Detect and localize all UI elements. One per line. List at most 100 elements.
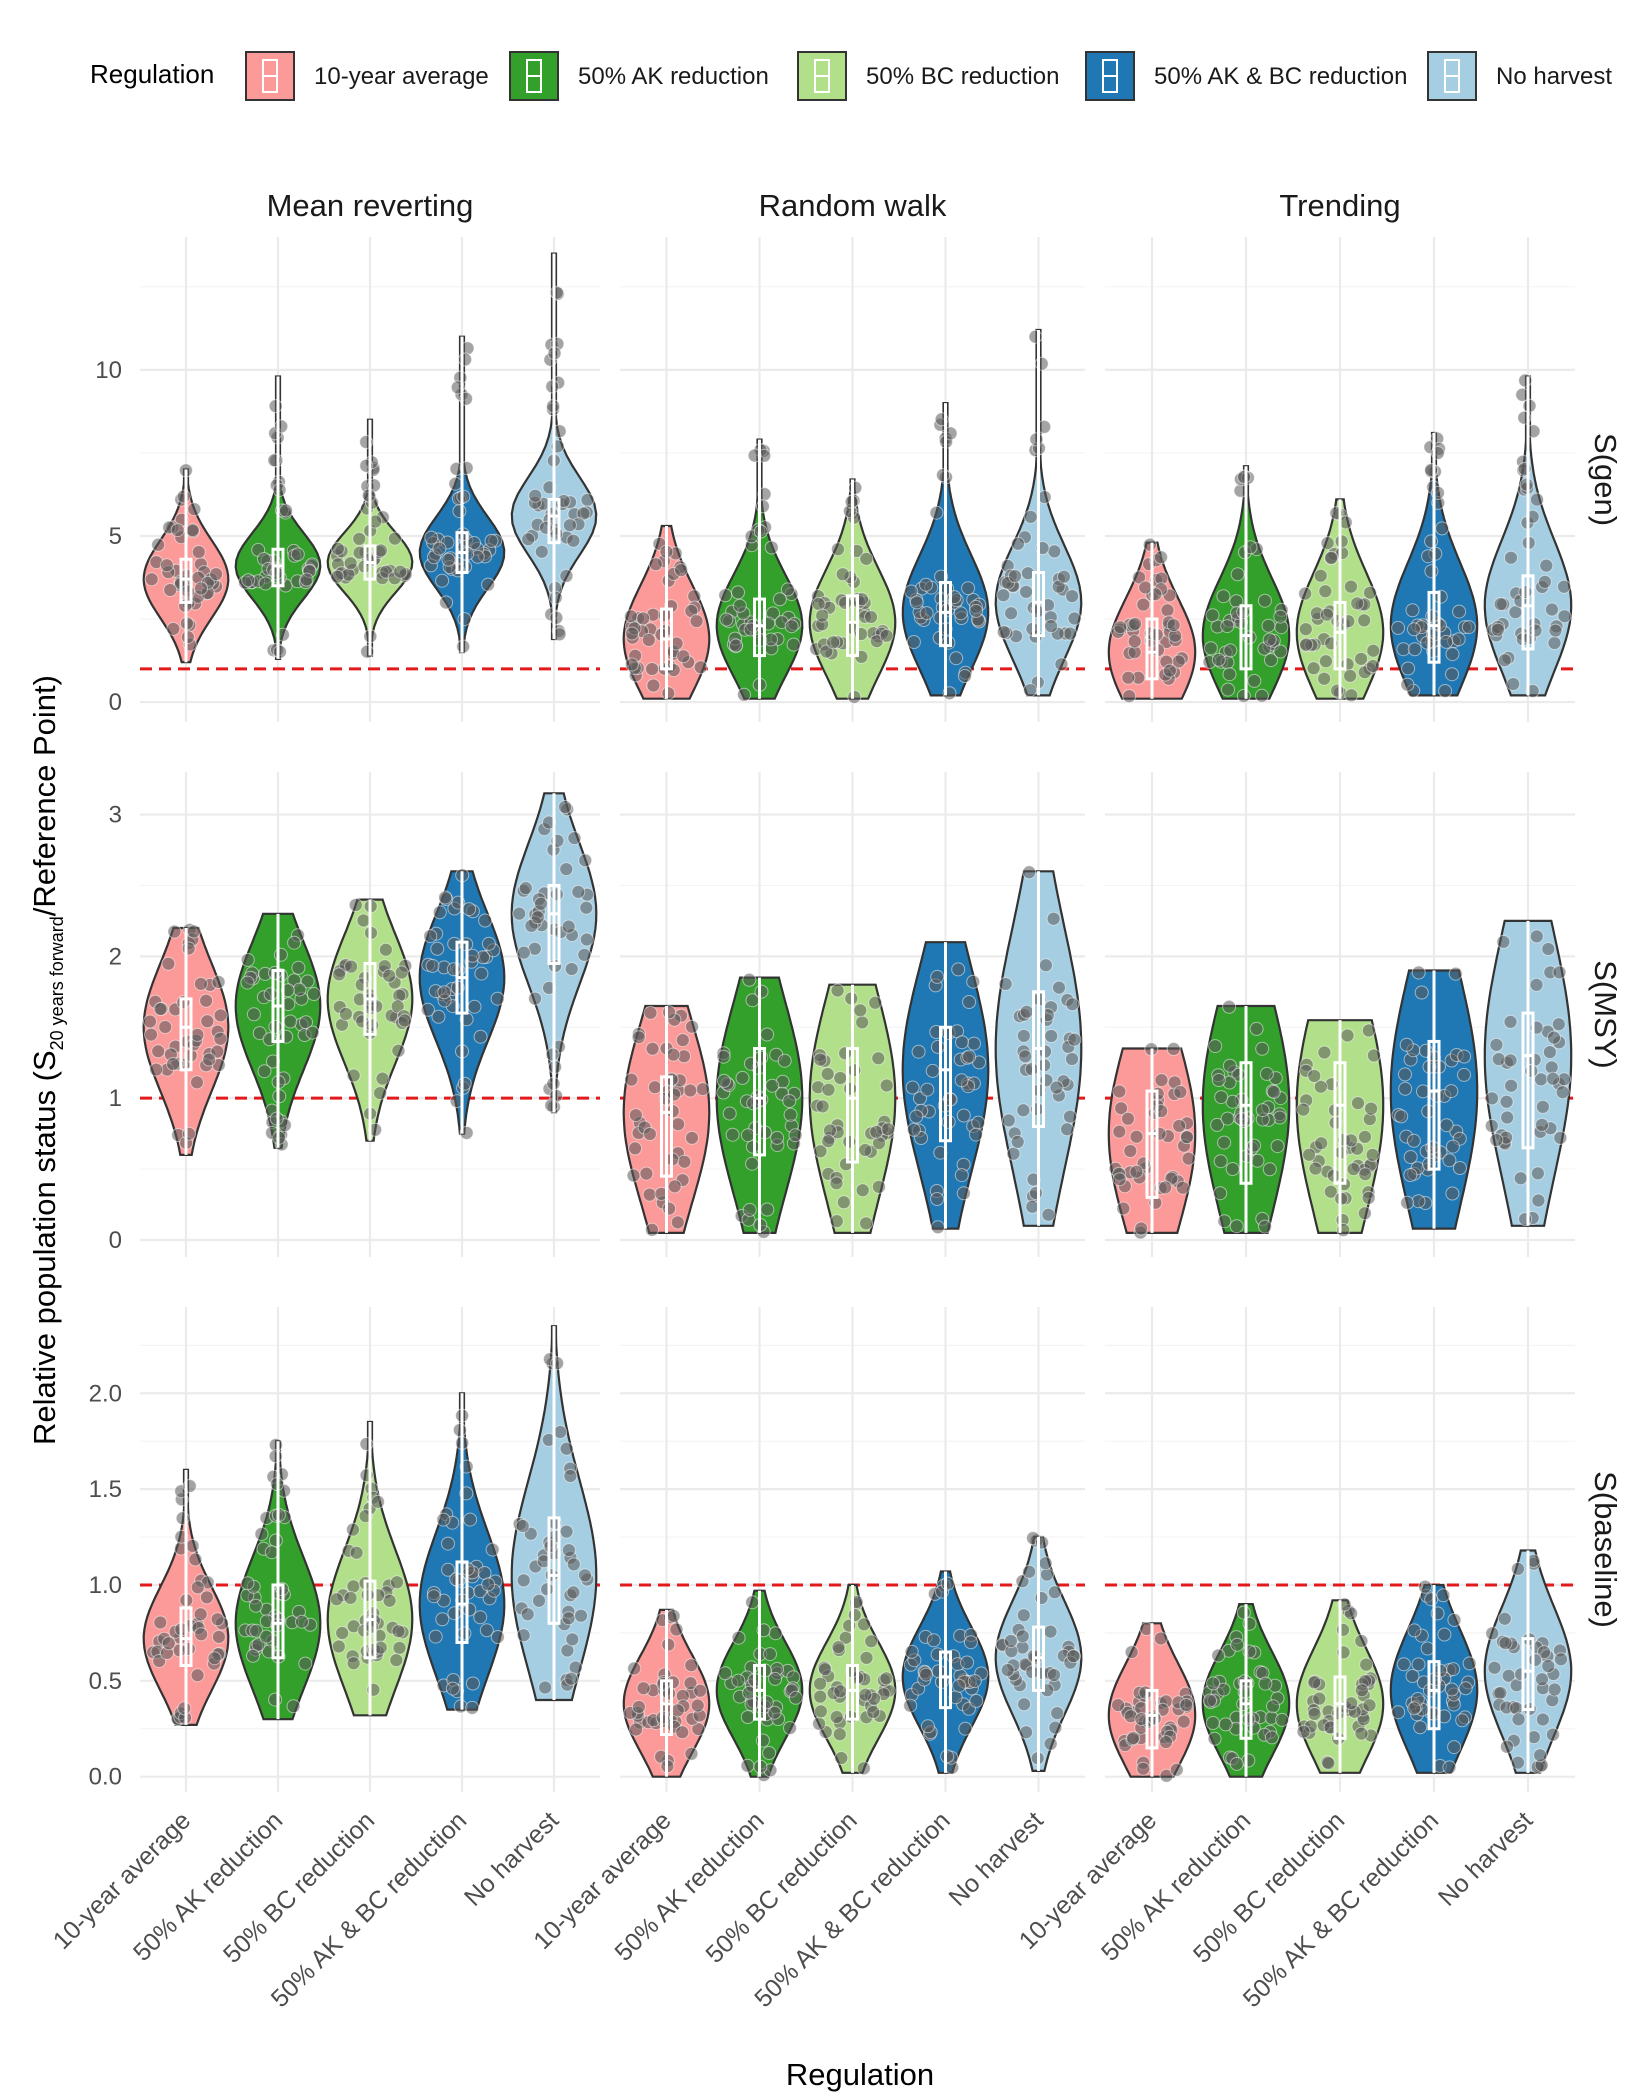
data-point: [1175, 1180, 1190, 1195]
y-tick-label: 2: [109, 943, 122, 970]
data-point: [729, 638, 743, 653]
data-point: [287, 935, 302, 950]
data-point: [553, 1425, 568, 1439]
y-axis-title-subscript: 20 years forward: [47, 916, 67, 1050]
data-point: [558, 800, 573, 814]
data-point: [857, 1617, 871, 1632]
data-point: [832, 1727, 847, 1742]
data-point: [675, 1033, 690, 1048]
data-point: [760, 1202, 775, 1217]
data-point: [1500, 1110, 1515, 1125]
data-point: [441, 1536, 455, 1551]
data-point: [1241, 1753, 1256, 1768]
x-tick-label: 50% BC reduction: [218, 1806, 380, 1968]
data-point: [683, 1676, 698, 1691]
data-point: [690, 1698, 705, 1713]
data-point: [343, 1590, 358, 1605]
data-point: [671, 1117, 686, 1132]
data-point: [693, 660, 708, 675]
data-point: [159, 558, 174, 573]
data-point: [1173, 1085, 1188, 1099]
data-point: [684, 1658, 699, 1673]
data-point: [447, 1606, 462, 1621]
data-point: [853, 1003, 868, 1018]
data-point: [1273, 644, 1288, 659]
data-point: [182, 1126, 196, 1141]
data-point: [813, 1144, 828, 1159]
data-point: [777, 1053, 792, 1068]
x-axis-title: Regulation: [786, 2057, 934, 2092]
data-point: [631, 1030, 646, 1045]
box: [1239, 1679, 1253, 1740]
data-point: [1065, 1052, 1079, 1066]
panel: [140, 237, 600, 722]
data-point: [1038, 958, 1053, 973]
data-point: [1166, 1042, 1181, 1056]
data-point: [1442, 1760, 1457, 1775]
panel: [620, 772, 1085, 1257]
data-point: [847, 1608, 862, 1623]
data-point: [382, 1593, 397, 1608]
panels: [140, 237, 1575, 1792]
data-point: [346, 1522, 360, 1537]
data-point: [1222, 667, 1237, 682]
data-point: [1114, 1101, 1129, 1116]
data-point: [693, 1683, 708, 1698]
data-point: [836, 1195, 851, 1210]
data-point: [669, 1622, 684, 1637]
data-point: [479, 1623, 494, 1638]
data-point: [1308, 1161, 1323, 1176]
data-point: [272, 644, 287, 659]
data-point: [998, 977, 1013, 991]
data-point: [871, 1179, 886, 1194]
data-point: [1270, 1139, 1285, 1154]
box: [939, 1025, 952, 1143]
data-point: [1019, 1004, 1034, 1019]
data-point: [564, 962, 579, 976]
data-point: [278, 503, 293, 518]
data-point: [300, 974, 315, 989]
data-point: [642, 1127, 657, 1141]
data-point: [967, 1036, 981, 1051]
data-point: [1535, 1117, 1549, 1132]
box: [547, 883, 561, 965]
data-point: [1489, 1037, 1504, 1052]
data-point: [1038, 1556, 1053, 1571]
data-point: [1413, 1720, 1428, 1735]
data-point: [1306, 661, 1321, 676]
data-point: [1351, 1096, 1365, 1111]
y-tick-label: 1.5: [89, 1476, 122, 1503]
data-point: [1361, 1190, 1376, 1205]
data-point: [1350, 596, 1365, 611]
data-point: [813, 1052, 828, 1067]
data-point: [559, 862, 574, 877]
data-point: [1214, 1090, 1229, 1105]
data-point: [579, 900, 594, 915]
data-point: [329, 1592, 344, 1607]
data-point: [956, 1108, 971, 1123]
data-point: [905, 1080, 920, 1095]
box: [179, 1606, 193, 1667]
data-point: [268, 1692, 283, 1707]
box: [1521, 1637, 1535, 1712]
data-point: [1340, 1028, 1355, 1043]
data-point: [1065, 589, 1080, 604]
data-point: [1266, 1085, 1281, 1099]
data-point: [1221, 682, 1235, 697]
data-point: [829, 1176, 844, 1191]
data-point: [636, 1681, 651, 1696]
row-label: S(gen): [1588, 433, 1623, 526]
data-point: [906, 635, 921, 649]
data-point: [199, 993, 214, 1008]
data-point: [166, 1057, 181, 1071]
box: [271, 547, 285, 588]
data-point: [528, 991, 543, 1006]
data-point: [516, 1628, 531, 1643]
data-point: [879, 1078, 894, 1093]
box: [179, 997, 193, 1072]
data-point: [263, 987, 278, 1002]
data-point: [1318, 584, 1333, 599]
data-point: [1154, 1073, 1169, 1088]
data-point: [566, 1585, 581, 1600]
data-point: [373, 1086, 388, 1101]
